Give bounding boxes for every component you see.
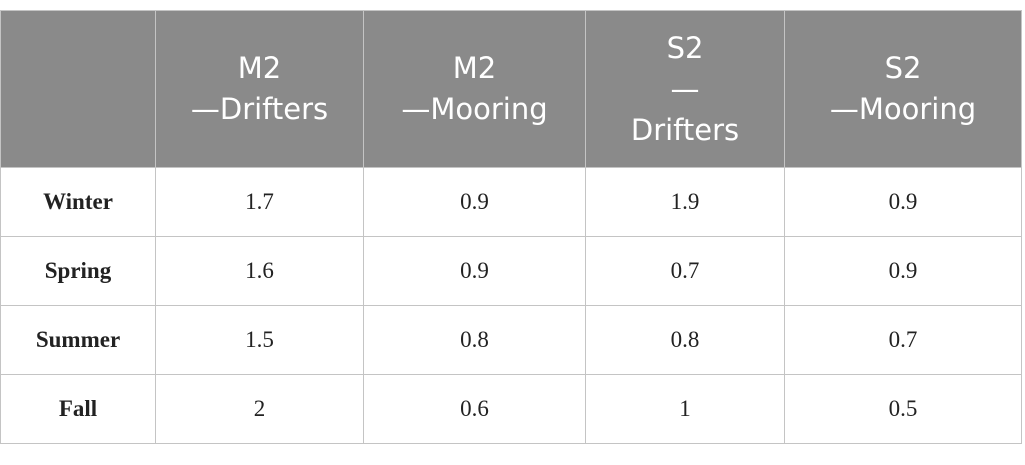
cell: 1 [585,374,785,444]
cell: 0.9 [784,236,1022,306]
cell: 1.7 [155,167,364,237]
table-row: Fall 2 0.6 1 0.5 [0,374,1022,444]
cell: 2 [155,374,364,444]
row-label: Summer [0,305,156,375]
cell: 0.9 [363,167,586,237]
page: M2 —Drifters M2 —Mooring S2 — Drifters S2 —… [0,10,1025,465]
column-header: M2 —Drifters [155,10,364,168]
cell: 0.8 [363,305,586,375]
column-header: S2 — Drifters [585,10,785,168]
row-label: Spring [0,236,156,306]
column-header: M2 —Mooring [363,10,586,168]
column-header: S2 —Mooring [784,10,1022,168]
corner-cell [0,10,156,168]
table-row: Spring 1.6 0.9 0.7 0.9 [0,236,1022,306]
row-label: Fall [0,374,156,444]
header-row: M2 —Drifters M2 —Mooring S2 — Drifters S2 —… [0,10,1022,168]
cell: 1.9 [585,167,785,237]
table-header: M2 —Drifters M2 —Mooring S2 — Drifters S2 —… [0,10,1022,168]
table-row: Summer 1.5 0.8 0.8 0.7 [0,305,1022,375]
cell: 0.7 [585,236,785,306]
cell: 0.7 [784,305,1022,375]
cell: 0.9 [363,236,586,306]
cell: 1.6 [155,236,364,306]
cell: 0.6 [363,374,586,444]
cell: 1.5 [155,305,364,375]
cell: 0.9 [784,167,1022,237]
table-row: Winter 1.7 0.9 1.9 0.9 [0,167,1022,237]
cell: 0.5 [784,374,1022,444]
row-label: Winter [0,167,156,237]
data-table: M2 —Drifters M2 —Mooring S2 — Drifters S2 —… [0,10,1022,444]
table-body: Winter 1.7 0.9 1.9 0.9 Spring 1.6 0.9 0.7 0.9 Summ… [0,167,1022,444]
cell: 0.8 [585,305,785,375]
